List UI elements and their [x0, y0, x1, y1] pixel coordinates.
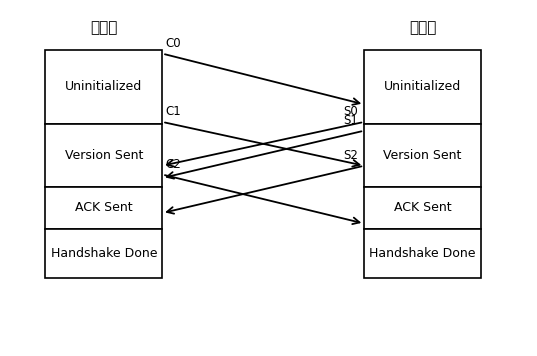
- FancyBboxPatch shape: [364, 50, 481, 124]
- Text: ACK Sent: ACK Sent: [75, 201, 133, 214]
- Text: Version Sent: Version Sent: [383, 149, 462, 162]
- Text: Version Sent: Version Sent: [64, 149, 143, 162]
- Text: Uninitialized: Uninitialized: [65, 80, 142, 93]
- Text: C2: C2: [165, 158, 181, 171]
- FancyBboxPatch shape: [45, 124, 162, 187]
- Text: C1: C1: [165, 105, 181, 119]
- FancyBboxPatch shape: [364, 124, 481, 187]
- FancyBboxPatch shape: [45, 229, 162, 278]
- Text: S0: S0: [344, 105, 358, 119]
- Text: Handshake Done: Handshake Done: [369, 247, 476, 260]
- Text: S1: S1: [344, 114, 358, 127]
- Text: C0: C0: [165, 37, 180, 50]
- FancyBboxPatch shape: [45, 187, 162, 229]
- Text: Uninitialized: Uninitialized: [384, 80, 461, 93]
- Text: Handshake Done: Handshake Done: [50, 247, 157, 260]
- Text: 服务器: 服务器: [409, 20, 436, 35]
- FancyBboxPatch shape: [364, 229, 481, 278]
- FancyBboxPatch shape: [364, 187, 481, 229]
- FancyBboxPatch shape: [45, 50, 162, 124]
- Text: 客户端: 客户端: [90, 20, 118, 35]
- Text: S2: S2: [344, 149, 358, 162]
- Text: ACK Sent: ACK Sent: [394, 201, 452, 214]
